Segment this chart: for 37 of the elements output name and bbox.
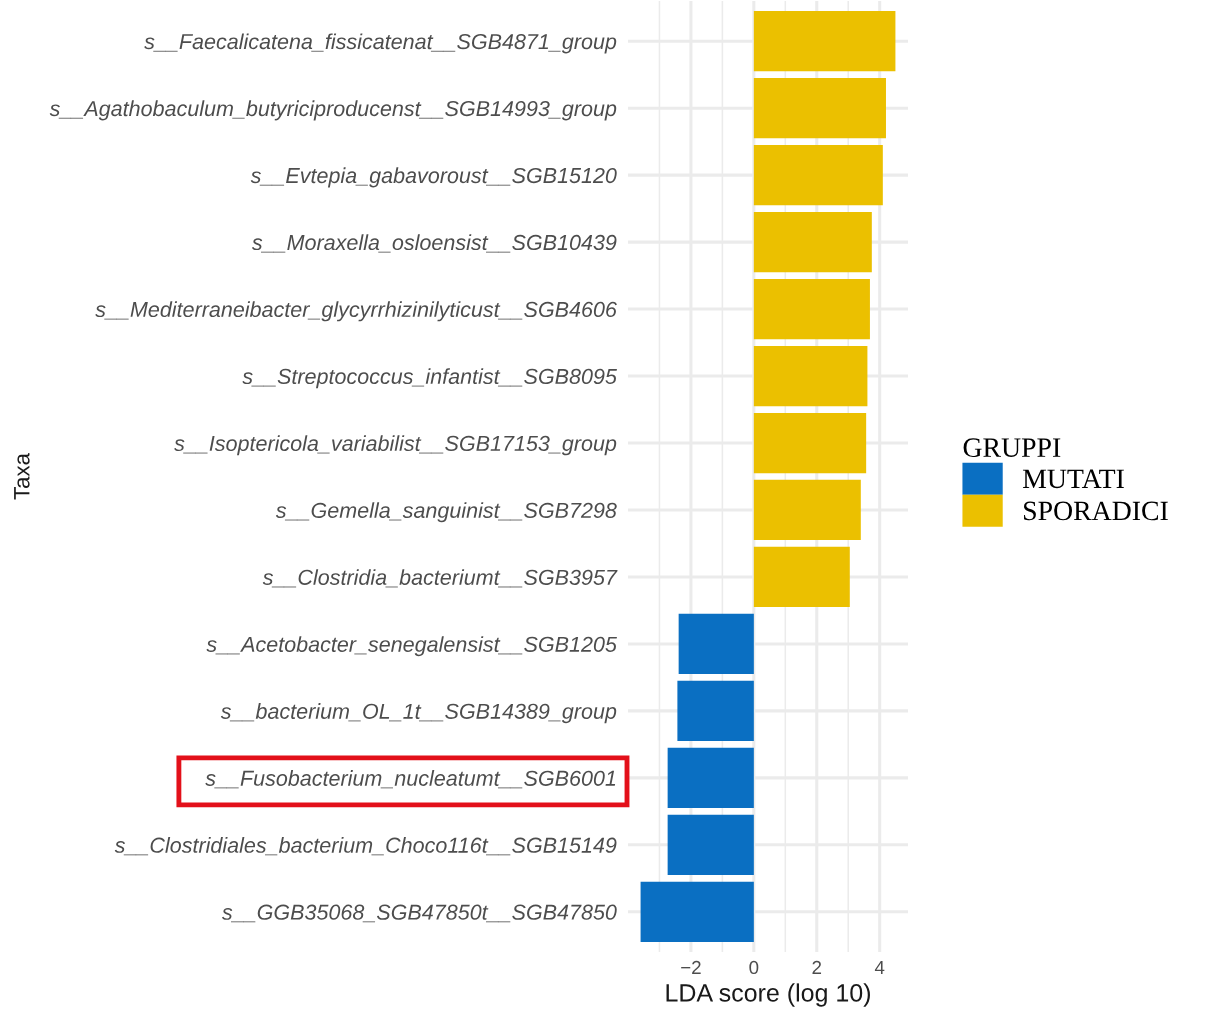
legend-label: MUTATI	[1022, 469, 1124, 489]
bar	[640, 881, 754, 942]
bar	[753, 479, 861, 541]
bar	[677, 680, 754, 742]
y-tick-label: s__Mediterraneibacter_glycyrrhizinilyticust__SGB4606	[95, 301, 617, 322]
bar	[753, 412, 867, 474]
legend-label: SPORADICI	[1024, 501, 1168, 521]
y-tick-label: s__Evtepia_gabavoroust__SGB15120	[250, 167, 617, 188]
bar	[753, 278, 870, 340]
y-tick-label: s__Moraxella_osloensist__SGB10439	[251, 234, 617, 253]
y-tick-label: s__Clostridia_bacteriumt__SGB3957	[262, 569, 618, 588]
bar	[753, 546, 850, 608]
y-axis-title: Taxa	[14, 453, 30, 500]
y-tick-label: s__Acetobacter_senegalensist__SGB1205	[206, 636, 617, 657]
y-tick-label: s__Fusobacterium_nucleatumt__SGB6001	[205, 770, 616, 789]
y-tick-label: s__GGB35068_SGB47850t__SGB47850	[221, 904, 617, 923]
bar	[753, 11, 896, 72]
bar	[667, 814, 754, 875]
bar	[753, 144, 883, 206]
legend-title: GRUPPI	[963, 438, 1061, 457]
y-tick-label: s__bacterium_OL_1t__SGB14389_group	[220, 703, 617, 724]
bar	[753, 211, 872, 273]
y-tick-label: s__Streptococcus_infantist__SGB8095	[242, 368, 617, 389]
x-tick-label: −2	[681, 960, 701, 974]
bar	[667, 747, 754, 809]
y-tick-label: s__Agathobaculum_butyriciproducenst__SGB14993_group	[49, 100, 617, 121]
x-axis-title: LDA score (log 10)	[666, 983, 870, 1007]
bar	[753, 345, 868, 407]
y-tick-label: s__Faecalicatena_fissicatenat__SGB4871_group	[144, 33, 617, 54]
y-tick-label: s__Gemella_sanguinist__SGB7298	[275, 502, 617, 523]
bar	[753, 78, 886, 139]
x-tick-label: 0	[749, 960, 759, 975]
bar	[678, 613, 754, 675]
x-tick-label: 4	[874, 961, 885, 974]
y-tick-label: s__Isoptericola_variabilist__SGB17153_group	[174, 435, 617, 456]
x-tick-label: 2	[812, 960, 822, 974]
y-tick-label: s__Clostridiales_bacterium_Choco116t__SGB15149	[114, 837, 617, 856]
